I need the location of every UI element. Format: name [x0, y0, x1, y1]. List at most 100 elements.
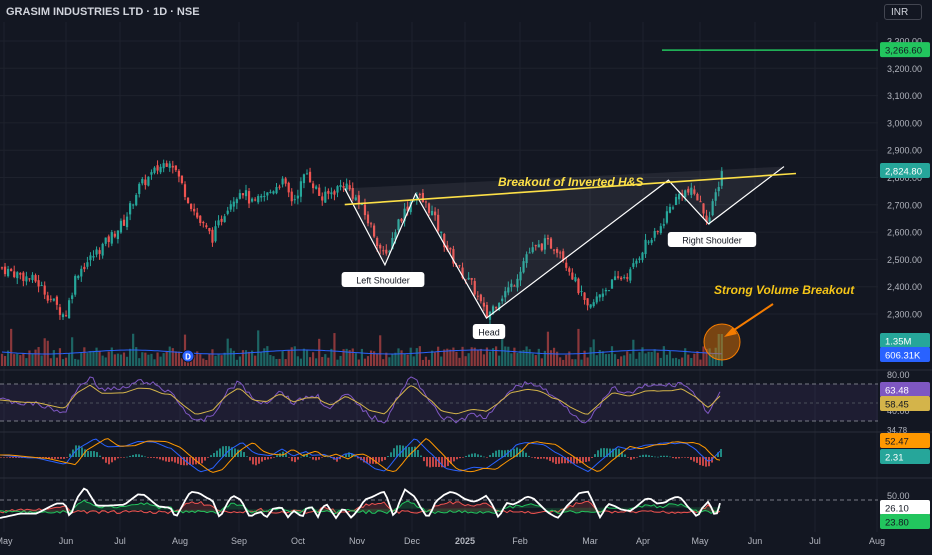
- macd-histogram-bar: [0, 457, 2, 458]
- volume-bar: [74, 358, 77, 366]
- volume-bar: [376, 353, 379, 366]
- volume-bar: [613, 354, 617, 366]
- macd-histogram-bar: [558, 457, 560, 464]
- volume-bar: [104, 357, 107, 366]
- candle-body: [354, 197, 357, 200]
- candle-body: [485, 304, 489, 318]
- volume-bar: [400, 350, 403, 366]
- macd-histogram-bar: [585, 457, 587, 462]
- volume-bar: [708, 348, 711, 366]
- macd-histogram-bar: [435, 457, 437, 467]
- macd-histogram-bar: [564, 457, 566, 464]
- volume-bar: [430, 350, 434, 366]
- volume-bar: [699, 359, 702, 366]
- candle-body: [205, 225, 208, 228]
- candle-body: [699, 201, 702, 203]
- candle-body: [348, 185, 351, 190]
- macd-histogram-bar: [627, 457, 629, 458]
- candle-body: [601, 293, 604, 297]
- volume-bar: [263, 348, 266, 366]
- volume-bar: [278, 358, 281, 366]
- volume-bar: [373, 351, 376, 366]
- macd-histogram-bar: [549, 457, 551, 461]
- volume-bar: [424, 356, 428, 366]
- candle-body: [452, 249, 455, 264]
- volume-bar: [711, 354, 714, 366]
- candle-body: [607, 290, 611, 292]
- candle-body: [129, 203, 132, 215]
- macd-histogram-bar: [651, 455, 653, 457]
- adx-value-badge-bg: [880, 500, 930, 515]
- candle-body: [546, 238, 550, 240]
- rsi-ma-badge-bg: [880, 396, 930, 411]
- candle-body: [504, 291, 507, 298]
- volume-bar: [296, 356, 299, 366]
- candle-body: [229, 204, 232, 210]
- di-plus-badge-bg: [880, 514, 930, 529]
- target-price-badge: 3,266.60: [885, 46, 922, 57]
- volume-bar: [391, 354, 394, 366]
- macd-histogram-bar: [99, 455, 101, 457]
- candle-body: [641, 252, 644, 261]
- volume-bar: [275, 359, 278, 366]
- macd-histogram-bar: [300, 456, 302, 458]
- volume-bar: [293, 346, 296, 366]
- volume-ma-badge: 606.31K: [885, 351, 921, 362]
- candle-body: [430, 210, 434, 216]
- candle-body: [662, 224, 665, 226]
- candle-body: [559, 252, 562, 254]
- volume-bar: [266, 346, 269, 366]
- macd-histogram-bar: [336, 457, 338, 462]
- candle-body: [49, 298, 52, 300]
- macd-histogram-bar: [372, 457, 374, 464]
- candle-body: [58, 307, 62, 315]
- candle-body: [287, 182, 290, 193]
- candle-body: [678, 194, 681, 200]
- candle-body: [449, 247, 452, 250]
- macd-histogram-bar: [240, 450, 242, 457]
- currency-selector[interactable]: INR: [884, 4, 922, 20]
- volume-bar: [83, 347, 86, 366]
- price-tick-label: 3,100.00: [887, 91, 922, 101]
- volume-bar: [604, 354, 607, 366]
- volume-bar: [13, 354, 16, 366]
- candle-body: [339, 185, 342, 187]
- candle-body: [98, 250, 101, 254]
- macd-histogram-bar: [252, 457, 254, 465]
- macd-histogram-bar: [459, 457, 461, 459]
- macd-histogram-bar: [321, 457, 323, 458]
- macd-histogram-bar: [603, 448, 605, 457]
- macd-histogram-bar: [348, 452, 350, 457]
- macd-histogram-bar: [663, 455, 665, 457]
- volume-bar: [58, 348, 62, 366]
- macd-histogram-bar: [633, 457, 635, 459]
- volume-bar: [684, 348, 687, 366]
- candle-body: [269, 191, 272, 193]
- macd-histogram-bar: [486, 457, 488, 458]
- time-axis-label: 2025: [455, 536, 475, 546]
- candle-body: [525, 254, 528, 264]
- volume-bar: [43, 338, 46, 366]
- volume-bar: [116, 353, 119, 366]
- volume-bar: [583, 350, 586, 366]
- macd-histogram-bar: [570, 457, 572, 464]
- macd-histogram-bar: [666, 455, 668, 457]
- candle-body: [296, 195, 299, 199]
- candle-body: [290, 191, 293, 202]
- candle-body: [635, 260, 638, 264]
- macd-histogram-bar: [684, 457, 686, 458]
- candle-body: [92, 256, 95, 258]
- macd-histogram-bar: [465, 455, 467, 457]
- volume-bar: [641, 347, 644, 366]
- macd-histogram-bar: [69, 453, 71, 457]
- macd-histogram-bar: [312, 457, 314, 460]
- volume-bar: [49, 358, 52, 366]
- volume-bar: [485, 347, 489, 366]
- volume-bar: [342, 349, 345, 366]
- macd-histogram-bar: [180, 457, 182, 465]
- candle-body: [336, 186, 339, 193]
- volume-bar: [610, 346, 614, 366]
- volume-bar: [412, 356, 415, 366]
